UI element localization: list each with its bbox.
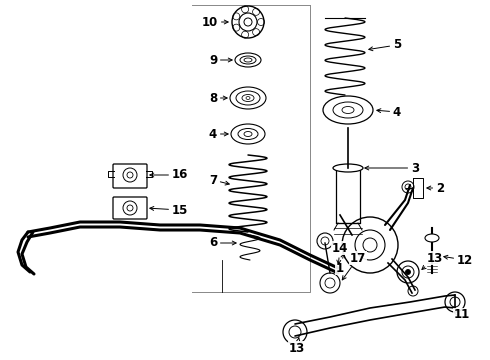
Circle shape [406, 270, 411, 274]
Text: 14: 14 [332, 242, 348, 264]
Text: 16: 16 [150, 168, 188, 181]
Text: 9: 9 [209, 54, 232, 67]
Text: 5: 5 [369, 39, 401, 51]
Text: 15: 15 [150, 203, 188, 216]
Text: 4: 4 [377, 105, 401, 118]
Text: 1: 1 [336, 254, 345, 274]
Text: 4: 4 [209, 127, 228, 140]
Text: 8: 8 [209, 91, 227, 104]
Text: 12: 12 [444, 253, 473, 266]
Ellipse shape [425, 234, 439, 242]
Text: 2: 2 [427, 181, 444, 194]
Text: 3: 3 [365, 162, 419, 175]
Ellipse shape [333, 164, 363, 172]
Text: 13: 13 [289, 338, 305, 355]
Text: 13: 13 [422, 252, 443, 269]
FancyBboxPatch shape [113, 164, 147, 188]
Text: 17: 17 [342, 252, 366, 280]
Text: 7: 7 [209, 174, 229, 186]
FancyBboxPatch shape [113, 197, 147, 219]
Text: 10: 10 [202, 15, 228, 28]
Text: 6: 6 [209, 237, 236, 249]
Bar [336, 168, 360, 223]
Text: 11: 11 [453, 309, 470, 321]
